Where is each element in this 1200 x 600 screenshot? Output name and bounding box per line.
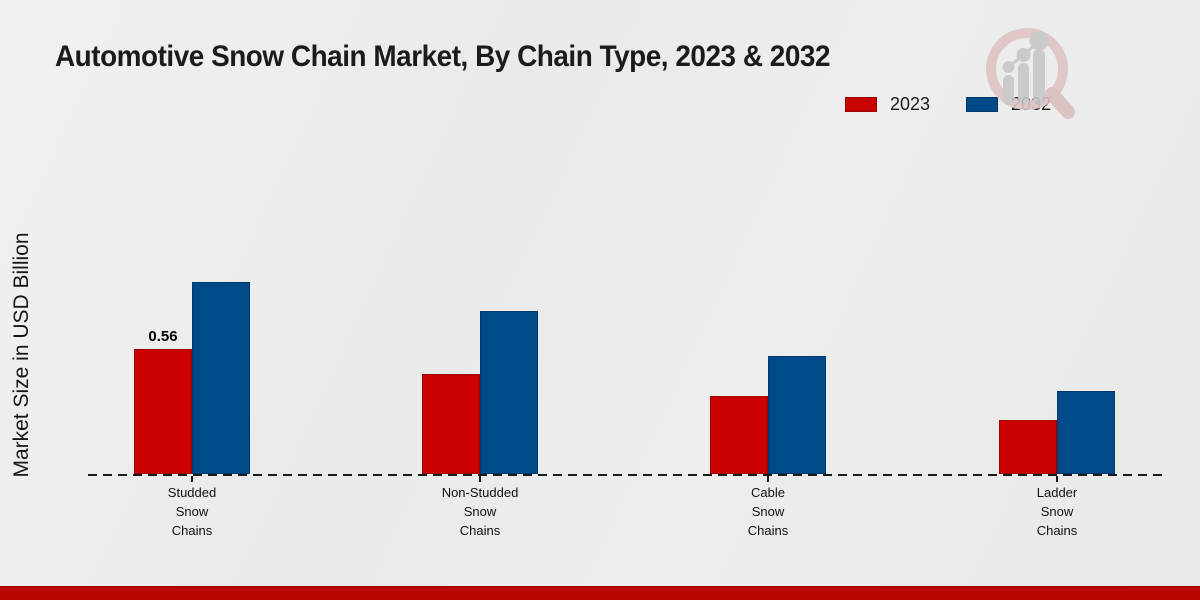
x-axis-category-label: Non-Studded Snow Chains	[441, 485, 519, 538]
chart-title: Automotive Snow Chain Market, By Chain T…	[55, 40, 831, 73]
magnifier-bar-chart-icon	[986, 28, 1075, 119]
bar-2032-cat1	[480, 311, 538, 474]
x-axis-tick	[1056, 476, 1058, 482]
x-axis-category-label: Ladder Snow Chains	[1036, 485, 1078, 538]
x-axis-dashed-line	[88, 474, 1168, 476]
x-axis-category-label: Cable Snow Chains	[747, 485, 789, 538]
bar-2032-cat3	[1057, 391, 1115, 474]
legend-item-2023: 2023	[845, 94, 930, 115]
bar-2023-cat2	[710, 396, 768, 474]
x-axis-tick	[767, 476, 769, 482]
bar-2023-cat0	[134, 349, 192, 474]
x-axis-category-label: Studded Snow Chains	[167, 485, 217, 538]
bar-2032-cat2	[768, 356, 826, 474]
legend-swatch-2032	[966, 97, 999, 112]
footer-accent-band	[0, 586, 1200, 600]
legend-swatch-2023	[845, 97, 877, 112]
bar-value-label: 0.56	[148, 328, 178, 345]
bar-2023-cat1	[422, 374, 480, 474]
bar-2023-cat3	[999, 420, 1057, 474]
x-axis-tick	[479, 476, 481, 482]
x-axis-tick	[191, 476, 193, 482]
bar-2032-cat0	[192, 282, 250, 474]
legend-label-2023: 2023	[890, 94, 931, 114]
